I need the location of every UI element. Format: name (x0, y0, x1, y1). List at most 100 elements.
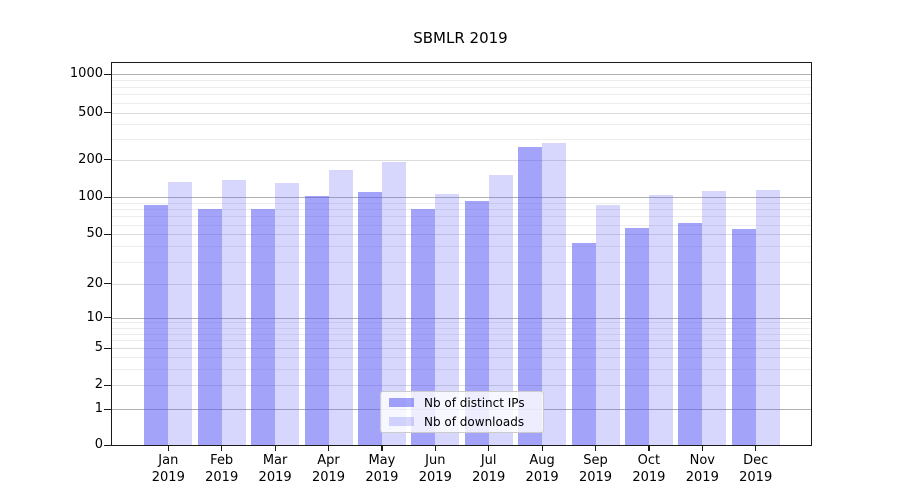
x-tick-mark (167, 445, 169, 451)
major-gridline (112, 234, 811, 236)
bar (304, 195, 329, 445)
y-tick-mark (104, 159, 111, 161)
x-tick-mark (328, 445, 330, 451)
y-tick-label: 0 (94, 437, 103, 452)
y-tick-label: 20 (86, 275, 103, 291)
y-tick-label: 100 (78, 189, 103, 205)
y-tick-label: 1000 (69, 66, 103, 82)
x-tick-mark (701, 445, 703, 451)
x-tick-mark (541, 445, 543, 451)
x-tick-mark (755, 445, 757, 451)
minor-gridline (112, 138, 811, 140)
minor-gridline (112, 333, 811, 335)
x-tick-label: Dec 2019 (739, 453, 773, 485)
bar (221, 179, 246, 445)
x-tick-label: Jul 2019 (472, 453, 506, 485)
bar (251, 209, 276, 445)
y-tick-mark (104, 384, 111, 386)
major-gridline (112, 159, 811, 161)
bar (328, 169, 353, 445)
minor-gridline (112, 357, 811, 359)
x-tick-label: Sep 2019 (578, 453, 613, 485)
major-gridline (112, 74, 811, 76)
minor-gridline (112, 86, 811, 88)
bar (702, 191, 727, 445)
chart-title: SBMLR 2019 (413, 29, 508, 47)
minor-gridline (112, 224, 811, 226)
minor-gridline (112, 80, 811, 82)
y-tick-mark (104, 347, 111, 349)
bar (648, 195, 673, 445)
y-tick-mark (104, 196, 111, 199)
bar (144, 205, 169, 445)
bar (571, 242, 596, 445)
minor-gridline (112, 203, 811, 204)
x-tick-label: Jun 2019 (418, 453, 452, 485)
x-tick-mark (274, 445, 276, 451)
bar (275, 182, 300, 445)
major-gridline (112, 317, 811, 319)
x-tick-mark (648, 445, 650, 451)
minor-gridline (112, 216, 811, 218)
y-tick-mark (104, 317, 111, 319)
x-tick-label: Apr 2019 (311, 453, 346, 485)
major-gridline (112, 197, 811, 199)
x-tick-label: Feb 2019 (205, 453, 239, 485)
bar (624, 228, 649, 445)
legend-swatch-downloads (389, 417, 414, 426)
bar (731, 229, 756, 445)
bar (168, 181, 193, 445)
major-gridline (112, 385, 811, 387)
minor-gridline (112, 340, 811, 342)
minor-gridline (112, 322, 811, 324)
x-tick-label: Jan 2019 (151, 453, 185, 485)
x-tick-label: May 2019 (365, 453, 399, 485)
legend-label-distinct-ips: Nb of distinct IPs (424, 395, 525, 410)
x-tick-mark (381, 445, 383, 451)
bar (678, 222, 703, 445)
major-gridline (112, 283, 811, 285)
y-tick-label: 10 (86, 309, 103, 325)
y-tick-label: 500 (78, 104, 103, 120)
bar (197, 209, 222, 445)
legend-label-downloads: Nb of downloads (424, 414, 525, 429)
x-tick-label: Nov 2019 (685, 453, 719, 485)
y-tick-label: 2 (94, 377, 103, 393)
bar (595, 204, 620, 445)
x-tick-label: Aug 2019 (525, 453, 559, 485)
y-tick-label: 5 (94, 340, 103, 356)
legend-swatch-distinct-ips (389, 398, 414, 407)
legend-item-distinct-ips: Nb of distinct IPs (389, 393, 543, 412)
major-gridline (112, 348, 811, 350)
bar (357, 192, 382, 445)
minor-gridline (112, 94, 811, 96)
minor-gridline (112, 327, 811, 329)
bar (542, 142, 567, 445)
y-tick-mark (104, 444, 111, 446)
legend-item-downloads: Nb of downloads (389, 412, 543, 431)
minor-gridline (112, 209, 811, 211)
x-tick-mark (595, 445, 597, 451)
y-tick-mark (104, 233, 111, 235)
bar (755, 190, 780, 445)
y-tick-label: 1 (94, 401, 103, 416)
y-tick-label: 50 (86, 226, 103, 242)
minor-gridline (112, 261, 811, 263)
y-tick-mark (104, 112, 111, 114)
x-tick-label: Mar 2019 (258, 453, 292, 485)
plot-area: 0 1 2 5 10 20 50 100 200 500 1000 Jan 2019 Feb 2019 Mar… (70, 62, 812, 485)
minor-gridline (112, 246, 811, 248)
y-tick-mark (104, 73, 111, 75)
minor-gridline (112, 124, 811, 126)
minor-gridline (112, 102, 811, 104)
legend: Nb of distinct IPs Nb of downloads (380, 391, 544, 433)
y-tick-label: 200 (78, 151, 103, 167)
x-tick-label: Oct 2019 (632, 453, 666, 485)
y-tick-mark (104, 283, 111, 285)
minor-gridline (112, 368, 811, 370)
y-tick-mark (104, 408, 111, 410)
major-gridline (112, 112, 811, 114)
x-tick-mark (434, 445, 436, 451)
x-tick-mark (221, 445, 223, 451)
